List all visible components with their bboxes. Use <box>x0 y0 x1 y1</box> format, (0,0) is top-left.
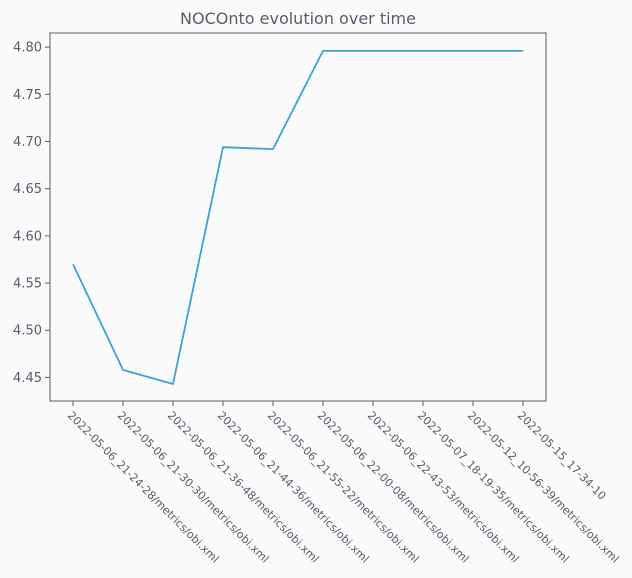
series-layer <box>72 50 523 385</box>
y-tick-label: 4.75 <box>13 88 42 103</box>
y-tick-label: 4.60 <box>13 229 42 244</box>
y-axis: 4.45 4.50 4.55 4.60 4.65 4.70 4.75 4.80 <box>13 41 50 386</box>
plot-area <box>49 32 547 402</box>
series-line-0 <box>72 50 523 385</box>
y-tick-label: 4.80 <box>13 41 42 56</box>
y-tick-label: 4.50 <box>13 324 42 339</box>
y-tick-label: 4.55 <box>13 277 42 292</box>
x-tick-label: 2022-05-15_17-34-10 <box>515 409 609 503</box>
x-axis: 2022-05-06_21-24-28/metrics/obi.xml2022-… <box>65 401 621 566</box>
y-tick-label: 4.65 <box>13 182 42 197</box>
y-tick-label: 4.45 <box>13 371 42 386</box>
y-tick-label: 4.70 <box>13 135 42 150</box>
chart-title: NOCOnto evolution over time <box>180 9 416 28</box>
